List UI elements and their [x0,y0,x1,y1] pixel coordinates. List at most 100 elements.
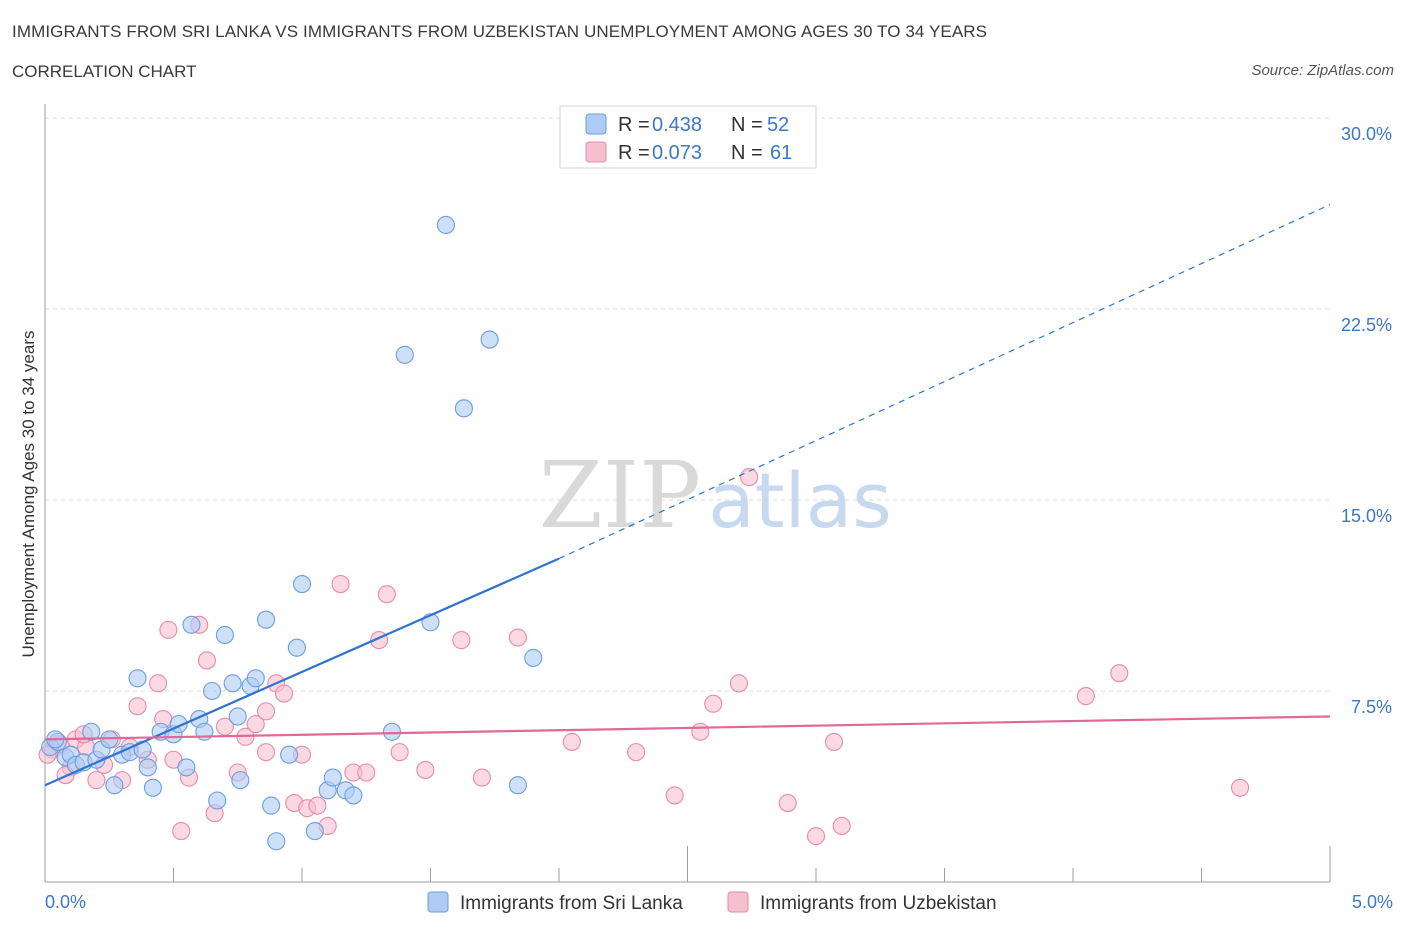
y-tick-labels: 7.5% 15.0% 22.5% 30.0% [1341,124,1392,717]
sri-lanka-point [395,345,414,364]
sri-lanka-trend-extension [558,204,1331,560]
uzbekistan-point [452,631,471,650]
legend-r-label-2: R = [618,142,650,164]
sri-lanka-point [382,722,402,741]
y-tick-label-1: 15.0% [1341,506,1392,526]
uzbekistan-point [665,786,684,805]
bottom-legend-swatch-uzbekistan [727,891,749,913]
legend-swatch-sri-lanka [585,113,607,135]
sri-lanka-point [262,796,281,815]
legend-r-value-uzbekistan: 0.073 [652,142,702,164]
sri-lanka-point [223,674,242,693]
watermark-zip: ZIP [539,442,701,549]
sri-lanka-point [480,330,499,349]
sri-lanka-point [344,786,363,805]
uzbekistan-point [832,816,851,836]
uzbekistan-point [627,743,646,762]
legend-n-label-2: N = [731,142,763,164]
sri-lanka-point [82,722,101,741]
sri-lanka-point [524,648,543,667]
legend-n-label-1: N = [731,114,763,136]
uzbekistan-point [562,732,581,751]
uzbekistan-point [806,827,826,846]
sri-lanka-point [177,758,196,777]
uzbekistan-point [1110,664,1129,683]
uzbekistan-point [416,760,435,779]
uzbekistan-point [729,674,748,693]
chart-title: IMMIGRANTS FROM SRI LANKA VS IMMIGRANTS … [12,22,988,41]
uzbekistan-point [778,794,797,813]
sri-lanka-point [246,669,265,688]
uzbekistan-point [159,620,178,639]
bottom-legend-label-sri-lanka: Immigrants from Sri Lanka [460,893,683,914]
sri-lanka-point [208,791,227,810]
uzbekistan-point [256,743,276,762]
uzbekistan-point [377,585,396,604]
trend-lines [44,204,1331,787]
sri-lanka-point [280,745,299,764]
uzbekistan-point [128,697,147,716]
uzbekistan-point [508,628,527,647]
sri-lanka-point [323,768,342,787]
sri-lanka-point [228,707,247,726]
uzbekistan-point [824,732,844,751]
legend-r-label-1: R = [618,114,650,136]
x-tick-label-min: 0.0% [45,892,86,912]
x-tick-label-max: 5.0% [1352,892,1393,912]
uzbekistan-point [331,574,350,594]
uzbekistan-point [1076,687,1095,706]
uzbekistan-point [246,715,265,734]
uzbekistan-point [87,771,106,790]
watermark-atlas: atlas [708,456,892,545]
uzbekistan-point [149,674,168,693]
uzbekistan-trend-line [44,715,1331,741]
source-label: Source: ZipAtlas.com [1251,62,1394,79]
sri-lanka-point [454,399,473,418]
uzbekistan-point [274,684,294,703]
legend-n-value-sri-lanka: 52 [767,114,789,136]
uzbekistan-point [1231,778,1250,797]
x-tick-labels: 0.0% 5.0% [45,892,1393,912]
sri-lanka-point [287,638,306,657]
uzbekistan-point [704,694,723,713]
series-sri-lanka-points [41,215,543,851]
sri-lanka-point [292,574,312,594]
sri-lanka-point [138,758,157,777]
uzbekistan-point [256,702,276,721]
sri-lanka-point [215,625,234,645]
chart-subtitle: CORRELATION CHART [12,62,197,81]
y-axis-label: Unemployment Among Ages 30 to 34 years [19,331,38,658]
sri-lanka-point [182,615,201,634]
series-legend: Immigrants from Sri Lanka Immigrants fro… [427,891,997,914]
legend-n-value-uzbekistan: 61 [770,142,792,164]
y-tick-label-2: 22.5% [1341,315,1392,335]
sri-lanka-point [508,776,527,795]
y-tick-label-3: 30.0% [1341,124,1392,144]
uzbekistan-point [740,468,759,487]
uzbekistan-point [197,651,216,670]
sri-lanka-point [105,776,124,795]
y-tick-label-0: 7.5% [1351,697,1392,717]
uzbekistan-point [308,796,327,815]
sri-lanka-point [143,778,162,797]
gridlines [45,117,1330,692]
uzbekistan-point [172,822,191,841]
sri-lanka-point [203,681,222,701]
sri-lanka-point [231,771,250,790]
axes [44,104,1331,883]
bottom-legend-label-uzbekistan: Immigrants from Uzbekistan [760,893,997,914]
sri-lanka-point [436,215,455,235]
sri-lanka-point [128,669,147,688]
uzbekistan-point [390,743,409,762]
sri-lanka-point [256,610,276,629]
correlation-legend: R = 0.438 N = 52 R = 0.073 N = 61 [559,105,817,169]
bottom-legend-swatch-sri-lanka [427,891,449,913]
sri-lanka-point [305,822,324,841]
legend-r-value-sri-lanka: 0.438 [652,114,702,136]
sri-lanka-point [267,832,286,851]
uzbekistan-point [691,722,710,741]
uzbekistan-point [472,768,491,787]
sri-lanka-trend-line [44,557,560,787]
watermark: ZIP atlas [539,442,892,549]
